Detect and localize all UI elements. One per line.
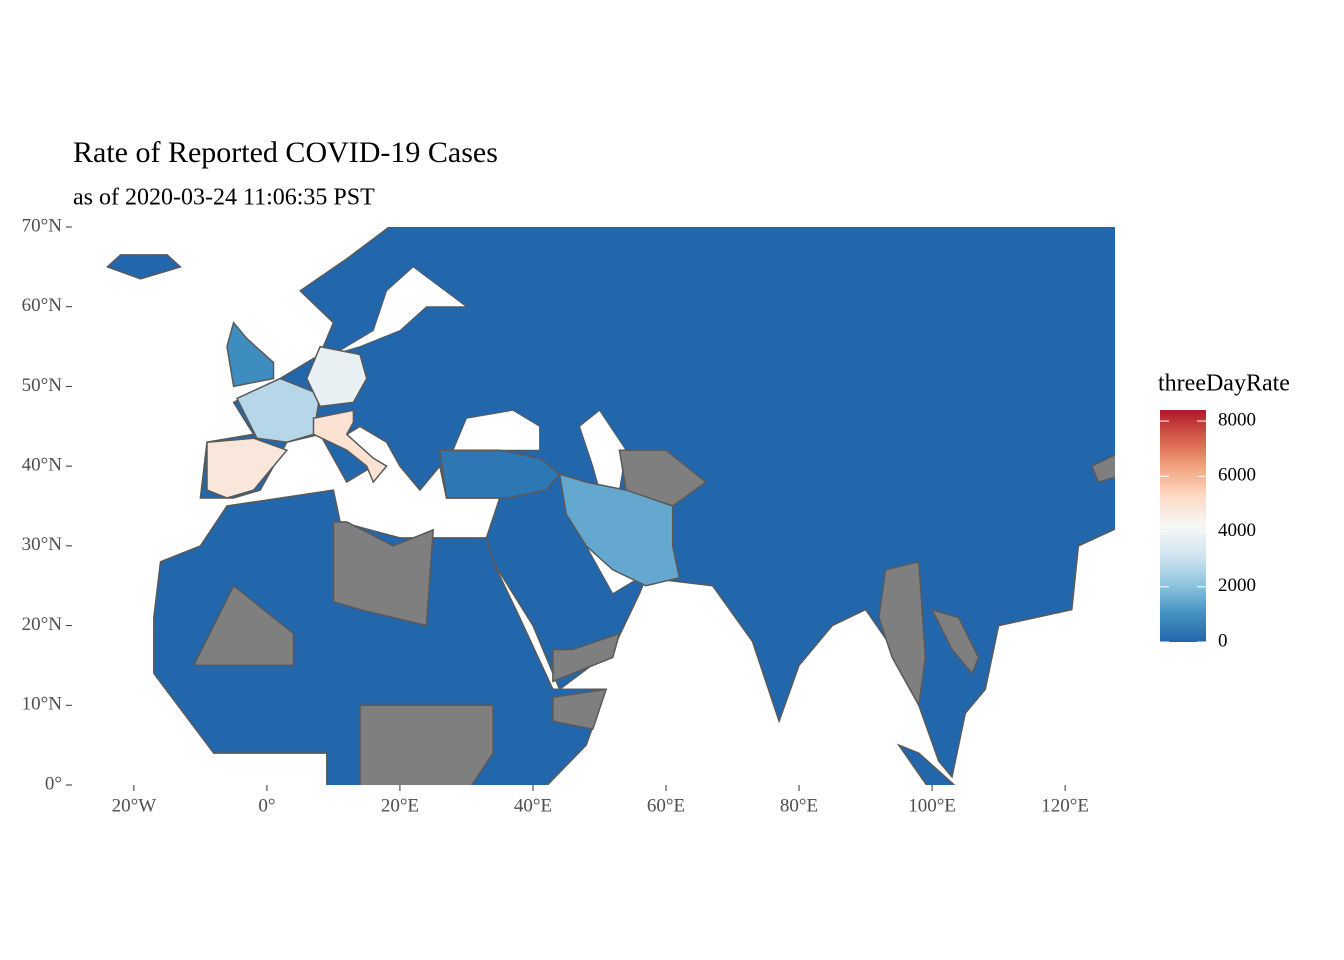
x-tick-label: 20°E	[381, 795, 419, 816]
region	[305, 345, 368, 408]
colorbar	[1160, 410, 1206, 642]
x-tick-label: 120°E	[1041, 795, 1089, 816]
region	[206, 437, 289, 499]
water	[452, 409, 541, 451]
region	[332, 521, 435, 627]
axes: 20°W 0° 20°E 40°E 60°E 80°E 100°E 120°E 0° 10°N 20…	[22, 215, 1089, 816]
y-tick-label: 20°N	[22, 614, 63, 635]
water	[333, 266, 469, 355]
legend-title: threeDayRate	[1158, 371, 1290, 397]
region	[896, 743, 956, 785]
x-tick-label: 0°	[258, 795, 275, 816]
y-tick-label: 0°	[45, 773, 62, 794]
y-tick-label: 40°N	[22, 455, 63, 476]
y-tick-label: 60°N	[22, 295, 63, 316]
x-tick-label: 40°E	[514, 795, 552, 816]
region	[105, 254, 182, 280]
y-tick-label: 70°N	[22, 215, 63, 236]
chart-title: Rate of Reported COVID-19 Cases	[73, 136, 498, 169]
region	[618, 449, 708, 507]
colorbar-tick-label: 4000	[1218, 520, 1256, 541]
colorbar-tick-label: 8000	[1218, 409, 1256, 430]
region	[878, 560, 927, 708]
colorbar-tick-label: 2000	[1218, 575, 1256, 596]
x-tick-label: 20°W	[112, 795, 157, 816]
region	[552, 632, 621, 683]
region	[226, 321, 275, 388]
colorbar-tick-label: 0	[1218, 630, 1228, 651]
region	[1090, 454, 1115, 484]
legend: 0 2000 4000 6000 8000	[1160, 409, 1256, 651]
colorbar-tick-label: 6000	[1218, 465, 1256, 486]
chart-subtitle: as of 2020-03-24 11:06:35 PST	[73, 185, 375, 211]
region	[558, 473, 681, 587]
x-tick-label: 100°E	[908, 795, 956, 816]
region	[438, 449, 561, 499]
map-area	[105, 227, 1115, 785]
y-tick-label: 50°N	[22, 375, 63, 396]
region	[192, 584, 295, 667]
region	[552, 688, 608, 731]
region	[930, 608, 980, 675]
x-tick-label: 80°E	[780, 795, 818, 816]
region	[359, 704, 494, 785]
region	[312, 409, 388, 484]
x-tick-label: 60°E	[647, 795, 685, 816]
y-tick-label: 30°N	[22, 534, 63, 555]
y-tick-label: 10°N	[22, 694, 63, 715]
